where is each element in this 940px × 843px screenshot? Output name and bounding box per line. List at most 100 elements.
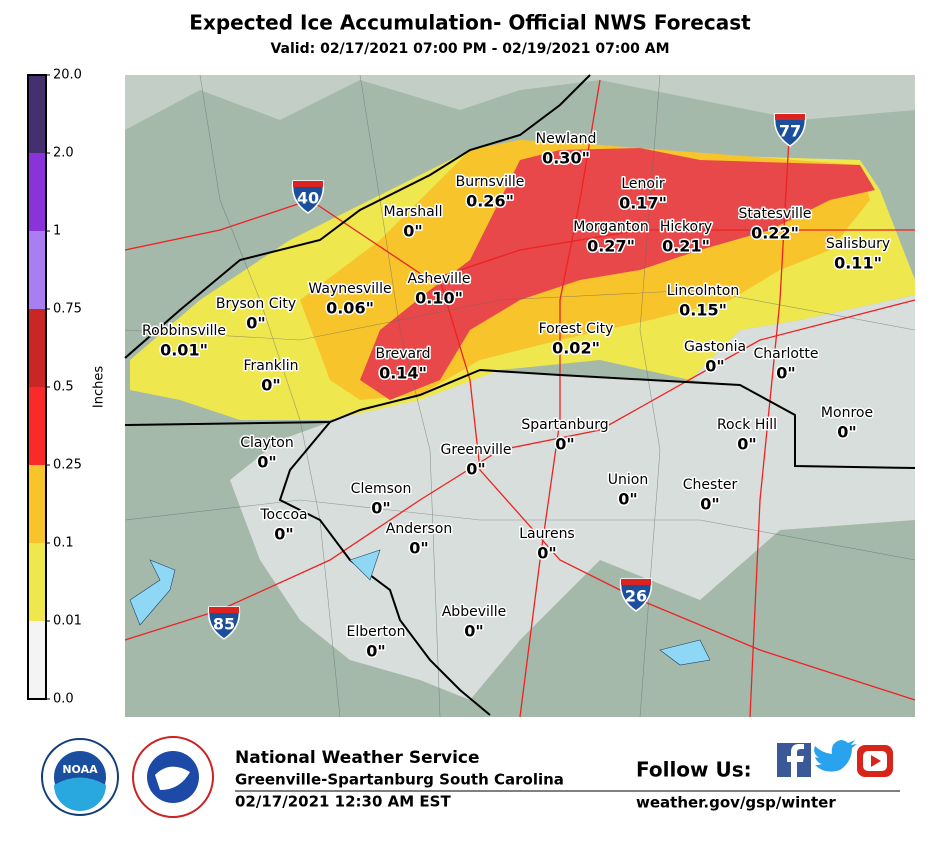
county-lines [124, 74, 916, 718]
interstate-number: 77 [779, 122, 801, 141]
interstate-number: 26 [625, 587, 647, 606]
colorbar-segment [28, 465, 46, 543]
city-name: Statesville [739, 206, 812, 222]
city-value: 0" [403, 222, 422, 241]
location: Greenville-Spartanburg South Carolina [235, 771, 564, 789]
ice-area [360, 148, 875, 400]
city-name: Newland [536, 131, 597, 147]
city-value: 0" [555, 435, 574, 454]
colorbar-tick-label: 2.0 [53, 146, 74, 161]
city-name: Greenville [441, 442, 512, 458]
city-name: Franklin [243, 358, 298, 374]
state-line [124, 368, 916, 469]
city-value: 0" [700, 495, 719, 514]
city-name: Marshall [384, 204, 443, 220]
colorbar-segment [28, 543, 46, 621]
colorbar-tick-label: 0.1 [53, 536, 74, 551]
roads [124, 79, 916, 718]
city-value: 0.01" [160, 341, 208, 360]
interstate-shield [209, 607, 239, 613]
city-value: 0.15" [679, 301, 727, 320]
city-name: Charlotte [753, 346, 818, 362]
city-value: 0" [464, 622, 483, 641]
colorbar-segment [28, 231, 46, 309]
city-value: 0.06" [326, 299, 374, 318]
city-name: Spartanburg [521, 417, 608, 433]
city-value: 0.30" [542, 149, 590, 168]
city-name: Gastonia [684, 339, 746, 355]
city-name: Lincolnton [667, 283, 740, 299]
nws-logo [155, 766, 190, 790]
interstate-shield [773, 113, 807, 147]
city-name: Brevard [376, 346, 431, 362]
office: National Weather Service [235, 748, 480, 768]
city-value: 0" [837, 423, 856, 442]
city-value: 0" [257, 453, 276, 472]
city-name: Abbeville [442, 604, 507, 620]
city-value: 0.14" [379, 364, 427, 383]
city-name: Elberton [347, 624, 406, 640]
city-value: 0" [466, 460, 485, 479]
city-name: Rock Hill [717, 417, 777, 433]
city-name: Burnsville [456, 174, 525, 190]
interstate-shield [619, 578, 653, 612]
colorbar-tick-label: 0.75 [53, 302, 82, 317]
city-value: 0" [261, 376, 280, 395]
city-value: 0" [618, 490, 637, 509]
colorbar-segment [28, 153, 46, 231]
city-value: 0" [366, 642, 385, 661]
interstate-shield [291, 180, 325, 214]
follow-label: Follow Us: [636, 758, 752, 782]
url[interactable]: weather.gov/gsp/winter [636, 794, 836, 812]
city-name: Laurens [519, 526, 574, 542]
map [124, 74, 916, 718]
city-value: 0" [409, 539, 428, 558]
lake [129, 549, 711, 666]
noaa-logo-text: NOAA [62, 763, 98, 776]
city-name: Anderson [386, 521, 452, 537]
city-value: 0" [537, 544, 556, 563]
colorbar: Inches 20.0 2.0 1 0.75 0.5 0.25 0.1 0.01 0.0 [27, 68, 107, 707]
city-value: 0" [705, 357, 724, 376]
county-fill [690, 295, 915, 468]
city-name: Forest City [539, 321, 614, 337]
city-name: Robbinsville [142, 323, 226, 339]
interstate-shield [775, 114, 805, 120]
facebook-icon [787, 744, 804, 777]
city-value: 0.22" [751, 224, 799, 243]
city-value: 0.17" [619, 194, 667, 213]
city-value: 0" [737, 435, 756, 454]
city-name: Morganton [573, 219, 648, 235]
colorbar-tick-label: 0.5 [53, 380, 74, 395]
city-name: Clayton [240, 435, 293, 451]
city-name: Hickory [660, 219, 712, 235]
city-value: 0.27" [587, 237, 635, 256]
twitter-icon[interactable] [814, 739, 857, 772]
footer: NOAA National Weather Service Greenville… [41, 736, 900, 818]
colorbar-segment [28, 75, 46, 153]
county-fill [230, 370, 915, 700]
terrain [125, 75, 915, 130]
city-value: 0" [274, 525, 293, 544]
city-name: Waynesville [308, 281, 391, 297]
city-name: Toccoa [259, 507, 307, 523]
city-value: 0.10" [415, 289, 463, 308]
city-name: Asheville [408, 271, 471, 287]
interstate-shield [621, 579, 651, 585]
interstate-number: 85 [213, 615, 235, 634]
colorbar-tick-label: 20.0 [53, 68, 82, 83]
title: Expected Ice Accumulation- Official NWS … [189, 11, 751, 35]
city-value: 0.11" [834, 254, 882, 273]
city-name: Chester [683, 477, 738, 493]
interstate-number: 40 [297, 189, 319, 208]
noaa-logo [54, 777, 106, 811]
city-value: 0.02" [552, 339, 600, 358]
issued: 02/17/2021 12:30 AM EST [235, 793, 451, 811]
colorbar-segment [28, 387, 46, 465]
city-name: Union [608, 472, 648, 488]
city-name: Lenoir [621, 176, 664, 192]
youtube-icon [871, 755, 881, 767]
city-value: 0" [776, 364, 795, 383]
city-name: Monroe [821, 405, 873, 421]
